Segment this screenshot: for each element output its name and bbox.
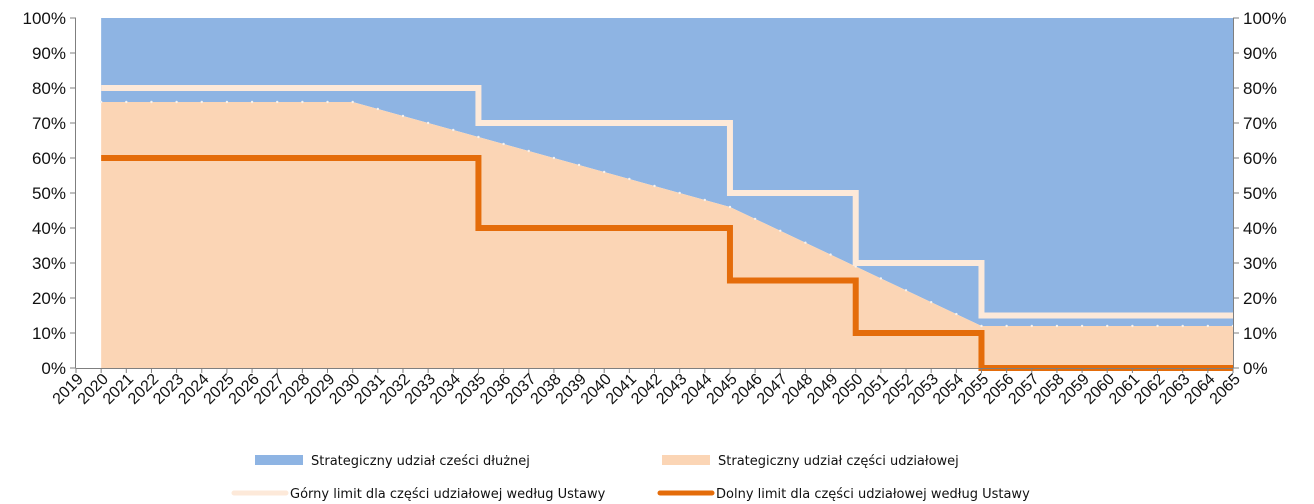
equity-share-point xyxy=(678,191,681,195)
equity-share-point xyxy=(904,289,908,292)
equity-share-point xyxy=(502,142,505,146)
equity-share-point xyxy=(577,163,581,167)
y-tick-label-left: 70% xyxy=(32,114,66,133)
equity-share-point xyxy=(326,100,329,104)
legend-item-debt-share: Strategiczny udział cześci dłużnej xyxy=(255,454,530,469)
equity-share-point xyxy=(1156,324,1159,328)
y-tick-label-right: 30% xyxy=(1243,254,1277,273)
equity-share-point xyxy=(653,184,656,188)
y-tick-label-left: 40% xyxy=(32,219,66,238)
equity-share-point xyxy=(150,100,153,104)
equity-share-point xyxy=(225,100,229,104)
y-tick-label-right: 70% xyxy=(1243,114,1277,133)
equity-share-point xyxy=(728,205,732,209)
equity-share-point xyxy=(703,198,707,202)
legend-item-lower-limit: Dolny limit dla części udziałowej według… xyxy=(657,487,1030,502)
equity-share-point xyxy=(1080,324,1084,328)
legend-swatch xyxy=(662,455,710,465)
equity-share-point xyxy=(1131,324,1134,328)
equity-share-point xyxy=(1206,324,1210,328)
equity-share-point xyxy=(1005,324,1008,328)
y-tick-label-right: 80% xyxy=(1243,79,1277,98)
equity-share-point xyxy=(1055,324,1059,328)
plot-areas xyxy=(99,18,1235,368)
equity-share-point xyxy=(250,100,254,104)
equity-share-point xyxy=(955,312,958,316)
legend: Strategiczny udział cześci dłużnej Strate… xyxy=(231,454,1030,502)
equity-share-point xyxy=(829,253,832,256)
y-tick-label-left: 20% xyxy=(32,289,66,308)
equity-share-point xyxy=(1181,324,1184,328)
equity-share-point xyxy=(552,156,556,160)
equity-share-point xyxy=(628,177,631,181)
equity-share-point xyxy=(452,128,455,132)
y-tick-label-left: 50% xyxy=(32,184,66,203)
equity-share-point xyxy=(753,217,757,221)
equity-share-point xyxy=(929,301,933,304)
equity-share-point xyxy=(301,100,304,104)
y-tick-label-right: 90% xyxy=(1243,44,1277,63)
y-tick-label-left: 60% xyxy=(32,149,66,168)
y-tick-label-right: 50% xyxy=(1243,184,1277,203)
legend-label: Strategiczny udział części udziałowej xyxy=(718,454,959,469)
y-tick-label-left: 10% xyxy=(32,324,66,343)
legend-item-equity-share: Strategiczny udział części udziałowej xyxy=(662,454,959,469)
y-tick-label-left: 0% xyxy=(41,359,66,378)
y-tick-label-right: 100% xyxy=(1243,9,1286,28)
equity-share-point xyxy=(426,121,430,125)
x-tick-label: 2065 xyxy=(1207,371,1244,408)
y-tick-label-right: 60% xyxy=(1243,149,1277,168)
equity-share-point xyxy=(980,324,983,328)
y-tick-label-left: 80% xyxy=(32,79,66,98)
upper-limit-line xyxy=(101,85,1233,319)
y-tick-label-right: 40% xyxy=(1243,219,1277,238)
equity-share-point xyxy=(376,107,380,111)
equity-share-point xyxy=(879,277,883,280)
equity-share-point xyxy=(477,135,480,139)
legend-label: Górny limit dla części udziałowej według… xyxy=(290,487,606,502)
equity-share-point xyxy=(779,229,782,232)
equity-share-point xyxy=(401,114,405,118)
y-tick-label-left: 90% xyxy=(32,44,66,63)
equity-share-point xyxy=(125,100,128,104)
y-tick-label-right: 0% xyxy=(1243,359,1268,378)
legend-label: Dolny limit dla części udziałowej według… xyxy=(716,487,1030,502)
equity-share-point xyxy=(175,100,178,104)
equity-share-point xyxy=(99,100,103,104)
y-tick-label-left: 30% xyxy=(32,254,66,273)
y-tick-label-right: 20% xyxy=(1243,289,1277,308)
y-tick-label-right: 10% xyxy=(1243,324,1277,343)
equity-share-point xyxy=(602,170,606,174)
equity-share-point xyxy=(200,100,203,104)
lower-limit-line xyxy=(101,155,1233,371)
equity-share-point xyxy=(276,100,279,104)
legend-item-upper-limit: Górny limit dla części udziałowej według… xyxy=(231,487,606,502)
plot-lines xyxy=(101,85,1233,371)
equity-share-area xyxy=(101,102,1233,368)
equity-share-point xyxy=(1106,324,1109,328)
equity-share-point xyxy=(527,149,530,153)
equity-share-point xyxy=(351,100,354,104)
debt-share-area xyxy=(101,18,1233,326)
equity-share-point xyxy=(1030,324,1033,328)
y-tick-label-left: 100% xyxy=(23,9,66,28)
legend-label: Strategiczny udział cześci dłużnej xyxy=(311,454,530,469)
legend-swatch xyxy=(255,455,303,465)
equity-share-point xyxy=(804,241,807,244)
